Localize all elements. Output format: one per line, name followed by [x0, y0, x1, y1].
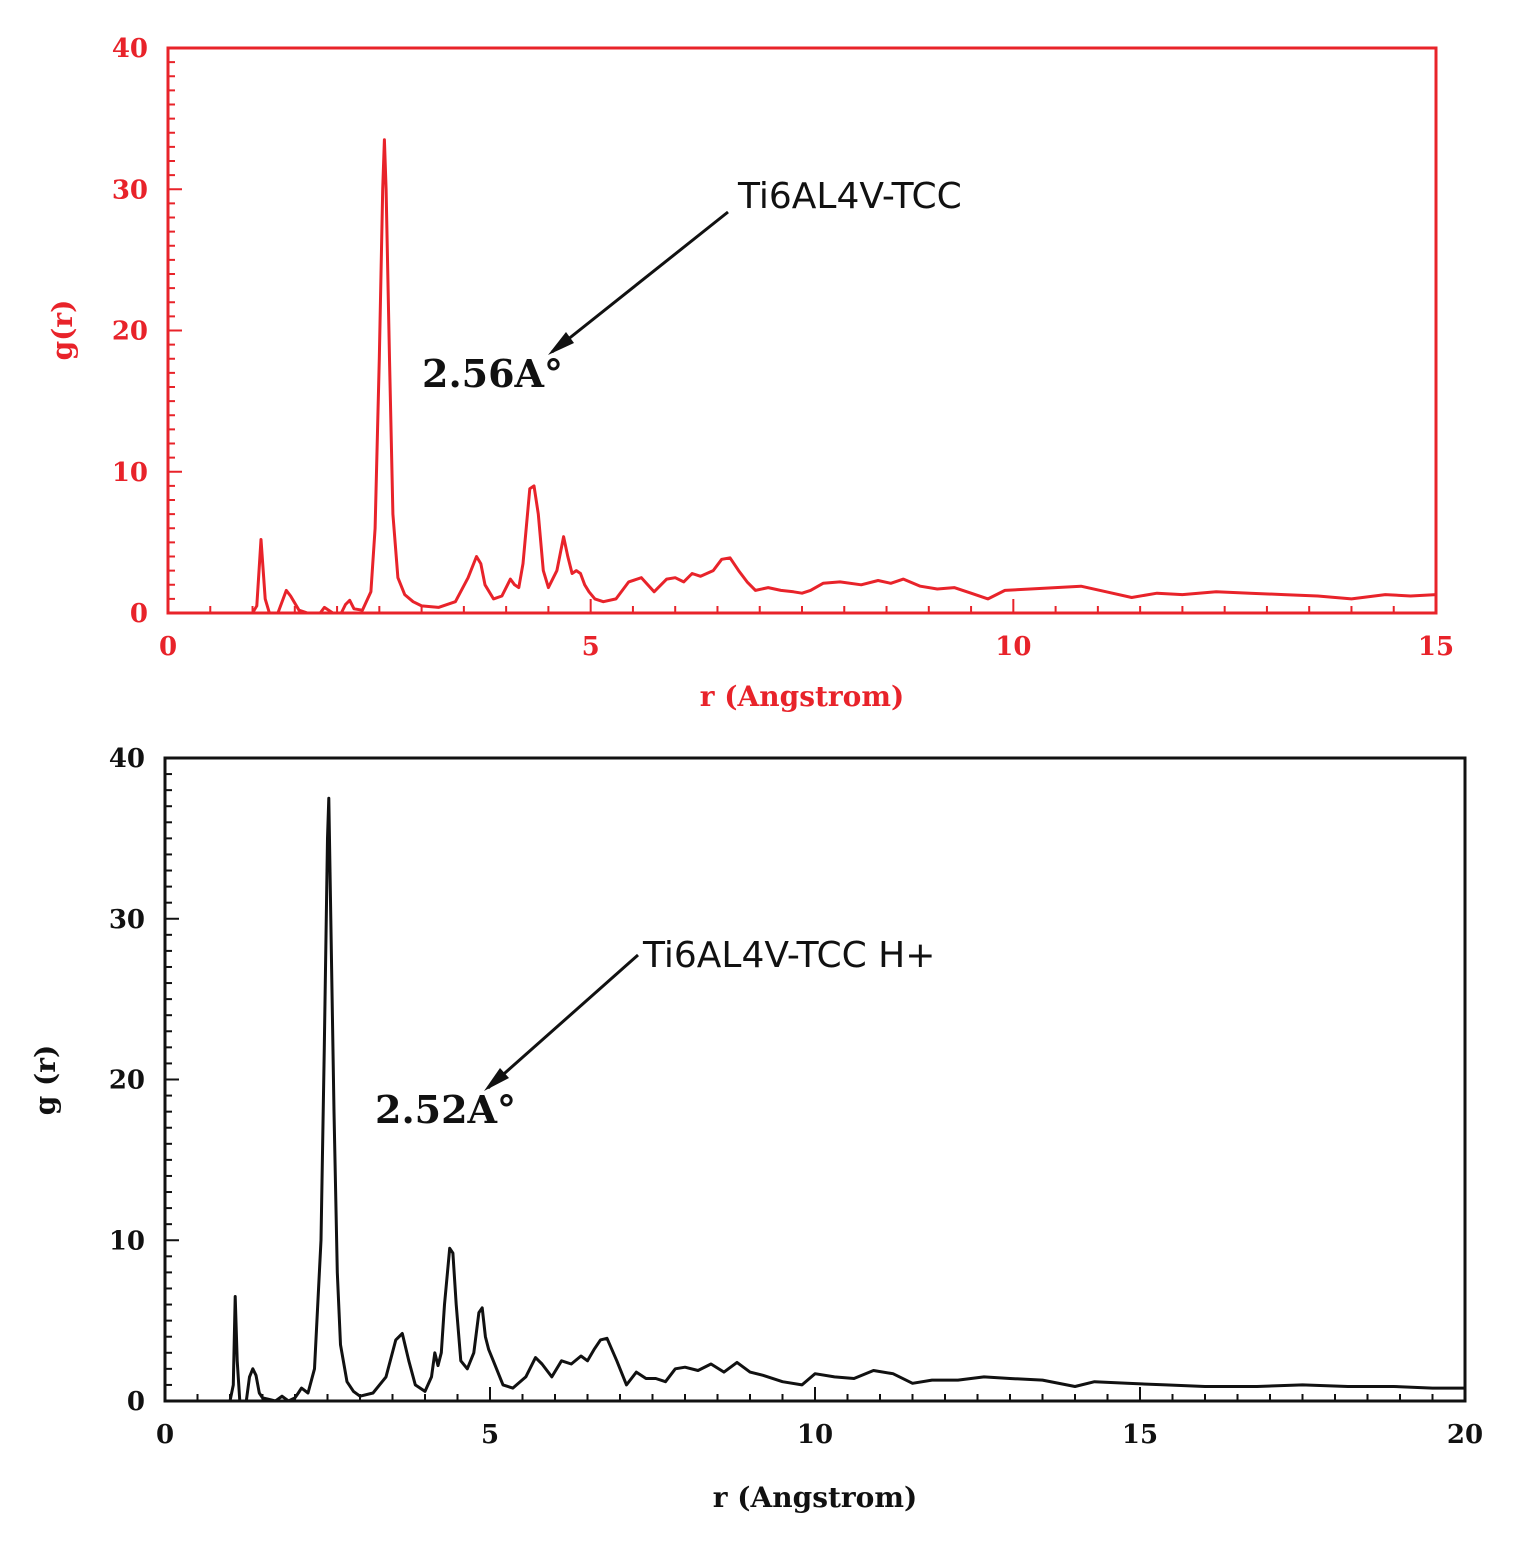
- y-tick-label: 10: [109, 1226, 145, 1256]
- x-tick-label: 5: [481, 1420, 499, 1450]
- y-tick-label: 0: [127, 1387, 145, 1417]
- top-legend-pointer: [551, 210, 729, 354]
- top-axis-ticks: [167, 47, 1437, 614]
- bottom-panel: 0 10 20 30 40 0 5 10 15 20 Ti6AL4V-TCC H+ 2.52A°…: [29, 744, 1483, 1514]
- y-tick-label: 40: [109, 744, 145, 774]
- top-panel: 0 10 20 30 40 0 5 10 15 Ti6AL4V-TCC 2.56A° r (A…: [46, 34, 1454, 713]
- x-tick-label: 15: [1122, 1420, 1158, 1450]
- y-tick-label: 40: [112, 34, 148, 64]
- top-legend-pointer-head: [548, 332, 574, 355]
- bottom-peak-annotation: 2.52A°: [375, 1087, 516, 1132]
- top-peak-annotation: 2.56A°: [422, 351, 563, 396]
- bottom-series-legend: Ti6AL4V-TCC H+: [642, 935, 935, 976]
- x-tick-label: 15: [1418, 632, 1454, 662]
- bottom-plot-frame: [163, 756, 1467, 1403]
- top-series-line: [168, 138, 1437, 615]
- bottom-y-axis-title: g (r): [29, 1045, 62, 1116]
- x-tick-label: 0: [159, 632, 177, 662]
- bottom-axis-ticks: [164, 757, 1466, 1402]
- x-tick-label: 20: [1447, 1420, 1483, 1450]
- y-tick-label: 30: [109, 905, 145, 935]
- y-tick-label: 20: [112, 317, 148, 347]
- bottom-series-line: [165, 796, 1465, 1403]
- top-x-tick-labels: 0 5 10 15: [159, 632, 1454, 662]
- bottom-y-tick-labels: 0 10 20 30 40: [109, 744, 145, 1417]
- top-x-axis-title: r (Angstrom): [700, 680, 904, 713]
- top-y-tick-labels: 0 10 20 30 40: [112, 34, 148, 629]
- bottom-x-axis-title: r (Angstrom): [713, 1481, 917, 1514]
- top-series-legend: Ti6AL4V-TCC: [737, 176, 962, 217]
- y-tick-label: 0: [130, 599, 148, 629]
- top-plot-frame: [166, 46, 1438, 615]
- y-tick-label: 30: [112, 175, 148, 205]
- x-tick-label: 0: [156, 1420, 174, 1450]
- x-tick-label: 10: [995, 632, 1031, 662]
- x-tick-label: 10: [797, 1420, 833, 1450]
- top-y-axis-title: g(r): [46, 300, 79, 361]
- bottom-legend-pointer-head: [484, 1068, 509, 1091]
- bottom-x-tick-labels: 0 5 10 15 20: [156, 1420, 1483, 1450]
- y-tick-label: 20: [109, 1066, 145, 1096]
- y-tick-label: 10: [112, 458, 148, 488]
- x-tick-label: 5: [582, 632, 600, 662]
- bottom-legend-pointer: [487, 953, 639, 1090]
